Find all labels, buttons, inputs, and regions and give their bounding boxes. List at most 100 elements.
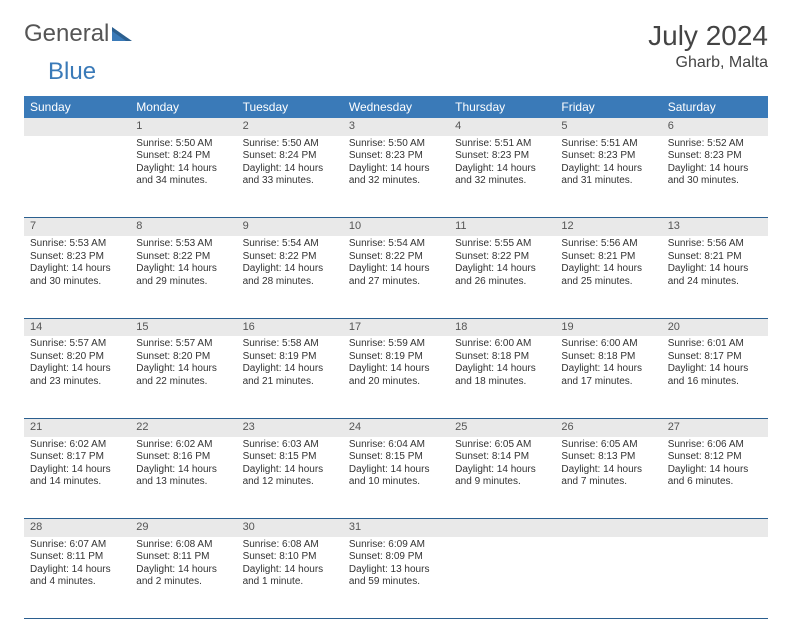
day-cell-content: Sunrise: 5:50 AMSunset: 8:24 PMDaylight:… <box>130 136 236 192</box>
day-cell: Sunrise: 5:50 AMSunset: 8:23 PMDaylight:… <box>343 136 449 218</box>
day1-text: Daylight: 14 hours <box>136 163 230 176</box>
day2-text: and 29 minutes. <box>136 276 230 289</box>
day1-text: Daylight: 14 hours <box>30 564 124 577</box>
day-cell-content: Sunrise: 5:53 AMSunset: 8:23 PMDaylight:… <box>24 236 130 292</box>
sunset-text: Sunset: 8:23 PM <box>455 150 549 163</box>
day-cell-content: Sunrise: 5:58 AMSunset: 8:19 PMDaylight:… <box>237 336 343 392</box>
day-cell-content: Sunrise: 6:05 AMSunset: 8:13 PMDaylight:… <box>555 437 661 493</box>
day-number: 30 <box>237 519 343 537</box>
sunrise-text: Sunrise: 5:56 AM <box>561 238 655 251</box>
sunrise-text: Sunrise: 5:57 AM <box>30 338 124 351</box>
day1-text: Daylight: 14 hours <box>30 363 124 376</box>
day2-text: and 59 minutes. <box>349 576 443 589</box>
day-cell: Sunrise: 6:00 AMSunset: 8:18 PMDaylight:… <box>555 336 661 418</box>
sunrise-text: Sunrise: 6:08 AM <box>243 539 337 552</box>
day2-text: and 18 minutes. <box>455 376 549 389</box>
weekday-header: Saturday <box>662 96 768 118</box>
day-cell: Sunrise: 5:53 AMSunset: 8:23 PMDaylight:… <box>24 236 130 318</box>
day-number: 19 <box>555 318 661 336</box>
day-cell-content: Sunrise: 5:55 AMSunset: 8:22 PMDaylight:… <box>449 236 555 292</box>
day-cell: Sunrise: 5:54 AMSunset: 8:22 PMDaylight:… <box>237 236 343 318</box>
sunrise-text: Sunrise: 6:02 AM <box>30 439 124 452</box>
sunset-text: Sunset: 8:22 PM <box>455 251 549 264</box>
day2-text: and 1 minute. <box>243 576 337 589</box>
day1-text: Daylight: 14 hours <box>349 263 443 276</box>
day-number: 12 <box>555 218 661 236</box>
day1-text: Daylight: 14 hours <box>243 363 337 376</box>
day-cell <box>555 537 661 619</box>
day-number: 9 <box>237 218 343 236</box>
weekday-header: Sunday <box>24 96 130 118</box>
sunrise-text: Sunrise: 6:09 AM <box>349 539 443 552</box>
day2-text: and 10 minutes. <box>349 476 443 489</box>
day2-text: and 20 minutes. <box>349 376 443 389</box>
day-cell-content: Sunrise: 6:02 AMSunset: 8:17 PMDaylight:… <box>24 437 130 493</box>
sunset-text: Sunset: 8:12 PM <box>668 451 762 464</box>
day1-text: Daylight: 14 hours <box>561 363 655 376</box>
day-cell: Sunrise: 6:05 AMSunset: 8:14 PMDaylight:… <box>449 437 555 519</box>
day-number <box>555 519 661 537</box>
sunset-text: Sunset: 8:22 PM <box>349 251 443 264</box>
day1-text: Daylight: 14 hours <box>561 464 655 477</box>
day2-text: and 4 minutes. <box>30 576 124 589</box>
day1-text: Daylight: 14 hours <box>668 163 762 176</box>
day-cell-content: Sunrise: 5:50 AMSunset: 8:24 PMDaylight:… <box>237 136 343 192</box>
sunrise-text: Sunrise: 5:50 AM <box>243 138 337 151</box>
day-cell: Sunrise: 6:01 AMSunset: 8:17 PMDaylight:… <box>662 336 768 418</box>
day-number: 23 <box>237 418 343 436</box>
day-cell: Sunrise: 5:55 AMSunset: 8:22 PMDaylight:… <box>449 236 555 318</box>
day-cell-content: Sunrise: 5:50 AMSunset: 8:23 PMDaylight:… <box>343 136 449 192</box>
day-cell <box>24 136 130 218</box>
day1-text: Daylight: 14 hours <box>455 464 549 477</box>
sunset-text: Sunset: 8:21 PM <box>561 251 655 264</box>
day2-text: and 12 minutes. <box>243 476 337 489</box>
day2-text: and 24 minutes. <box>668 276 762 289</box>
day2-text: and 16 minutes. <box>668 376 762 389</box>
sunset-text: Sunset: 8:20 PM <box>136 351 230 364</box>
day1-text: Daylight: 14 hours <box>243 464 337 477</box>
logo-triangle-icon <box>112 20 132 48</box>
day-cell-content: Sunrise: 5:53 AMSunset: 8:22 PMDaylight:… <box>130 236 236 292</box>
day-number: 11 <box>449 218 555 236</box>
day-cell-content: Sunrise: 6:01 AMSunset: 8:17 PMDaylight:… <box>662 336 768 392</box>
day-cell-content: Sunrise: 6:06 AMSunset: 8:12 PMDaylight:… <box>662 437 768 493</box>
sunrise-text: Sunrise: 5:55 AM <box>455 238 549 251</box>
day2-text: and 33 minutes. <box>243 175 337 188</box>
sunrise-text: Sunrise: 5:54 AM <box>243 238 337 251</box>
day-number: 24 <box>343 418 449 436</box>
calendar-header: SundayMondayTuesdayWednesdayThursdayFrid… <box>24 96 768 118</box>
sunrise-text: Sunrise: 6:01 AM <box>668 338 762 351</box>
sunrise-text: Sunrise: 5:58 AM <box>243 338 337 351</box>
sunset-text: Sunset: 8:15 PM <box>243 451 337 464</box>
sunset-text: Sunset: 8:17 PM <box>668 351 762 364</box>
day1-text: Daylight: 14 hours <box>349 363 443 376</box>
sunset-text: Sunset: 8:23 PM <box>349 150 443 163</box>
day-cell: Sunrise: 5:58 AMSunset: 8:19 PMDaylight:… <box>237 336 343 418</box>
day2-text: and 7 minutes. <box>561 476 655 489</box>
day-cell-content: Sunrise: 5:56 AMSunset: 8:21 PMDaylight:… <box>555 236 661 292</box>
day-cell-content: Sunrise: 5:52 AMSunset: 8:23 PMDaylight:… <box>662 136 768 192</box>
location-label: Gharb, Malta <box>648 54 768 72</box>
day1-text: Daylight: 14 hours <box>455 363 549 376</box>
day1-text: Daylight: 14 hours <box>30 464 124 477</box>
day-cell: Sunrise: 5:56 AMSunset: 8:21 PMDaylight:… <box>555 236 661 318</box>
day2-text: and 17 minutes. <box>561 376 655 389</box>
day-number: 2 <box>237 118 343 136</box>
sunrise-text: Sunrise: 6:08 AM <box>136 539 230 552</box>
day-cell: Sunrise: 6:05 AMSunset: 8:13 PMDaylight:… <box>555 437 661 519</box>
sunset-text: Sunset: 8:24 PM <box>136 150 230 163</box>
day2-text: and 25 minutes. <box>561 276 655 289</box>
day1-text: Daylight: 14 hours <box>561 263 655 276</box>
day2-text: and 32 minutes. <box>455 175 549 188</box>
sunset-text: Sunset: 8:20 PM <box>30 351 124 364</box>
weekday-header: Wednesday <box>343 96 449 118</box>
day-number: 13 <box>662 218 768 236</box>
day-number: 18 <box>449 318 555 336</box>
daynum-row: 28293031 <box>24 519 768 537</box>
sunrise-text: Sunrise: 6:04 AM <box>349 439 443 452</box>
weekday-header: Friday <box>555 96 661 118</box>
day2-text: and 21 minutes. <box>243 376 337 389</box>
sunset-text: Sunset: 8:11 PM <box>30 551 124 564</box>
day-number: 27 <box>662 418 768 436</box>
day-number: 15 <box>130 318 236 336</box>
